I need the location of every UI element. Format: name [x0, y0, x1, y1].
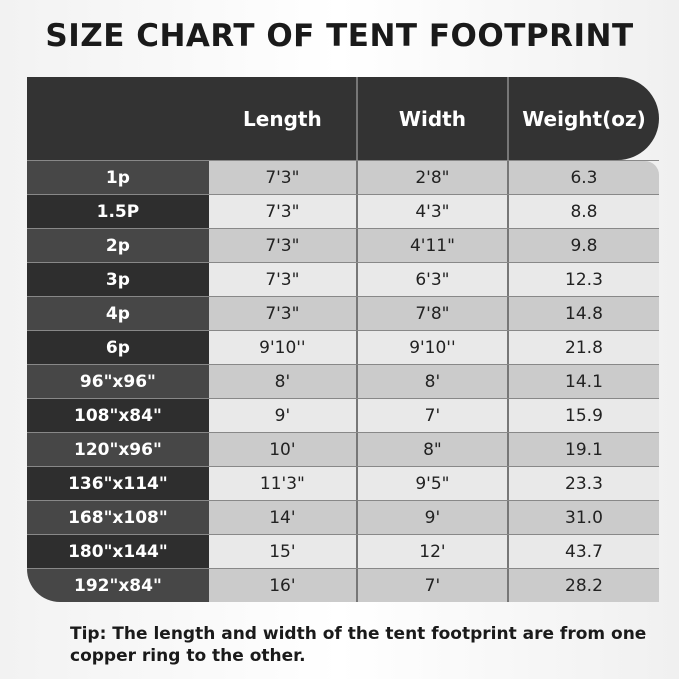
- length-cell: 15': [208, 535, 358, 568]
- table-row: 180"x144" 15' 12' 43.7: [27, 534, 659, 568]
- weight-cell: 8.8: [508, 195, 659, 228]
- weight-cell: 9.8: [508, 229, 659, 262]
- length-cell: 7'3": [208, 229, 358, 262]
- header-size: [27, 77, 209, 160]
- table-row: 192"x84" 16' 7' 28.2: [27, 568, 659, 602]
- width-cell: 2'8": [357, 161, 509, 194]
- table-row: 6p 9'10'' 9'10'' 21.8: [27, 330, 659, 364]
- width-cell: 8": [357, 433, 509, 466]
- length-cell: 16': [208, 569, 358, 602]
- table-row: 108"x84" 9' 7' 15.9: [27, 398, 659, 432]
- length-cell: 14': [208, 501, 358, 534]
- size-table: Length Width Weight(oz) 1p 7'3" 2'8" 6.3 1.5…: [27, 77, 659, 602]
- length-cell: 7'3": [208, 263, 358, 296]
- size-cell: 96"x96": [27, 365, 209, 398]
- size-cell: 4p: [27, 297, 209, 330]
- table-row: 2p 7'3" 4'11" 9.8: [27, 228, 659, 262]
- weight-cell: 15.9: [508, 399, 659, 432]
- width-cell: 7'8": [357, 297, 509, 330]
- weight-cell: 6.3: [508, 161, 659, 194]
- size-cell: 1.5P: [27, 195, 209, 228]
- weight-cell: 28.2: [508, 569, 659, 602]
- length-cell: 8': [208, 365, 358, 398]
- width-cell: 6'3": [357, 263, 509, 296]
- width-cell: 12': [357, 535, 509, 568]
- length-cell: 9': [208, 399, 358, 432]
- table-row: 96"x96" 8' 8' 14.1: [27, 364, 659, 398]
- length-cell: 7'3": [208, 161, 358, 194]
- weight-cell: 14.8: [508, 297, 659, 330]
- weight-cell: 21.8: [508, 331, 659, 364]
- weight-cell: 19.1: [508, 433, 659, 466]
- size-cell: 180"x144": [27, 535, 209, 568]
- length-cell: 7'3": [208, 297, 358, 330]
- header-length: Length: [209, 77, 358, 160]
- width-cell: 8': [357, 365, 509, 398]
- size-cell: 1p: [27, 161, 209, 194]
- width-cell: 7': [357, 569, 509, 602]
- width-cell: 9': [357, 501, 509, 534]
- length-cell: 9'10'': [208, 331, 358, 364]
- table-row: 168"x108" 14' 9' 31.0: [27, 500, 659, 534]
- weight-cell: 14.1: [508, 365, 659, 398]
- table-header: Length Width Weight(oz): [27, 77, 659, 160]
- table-row: 3p 7'3" 6'3" 12.3: [27, 262, 659, 296]
- weight-cell: 23.3: [508, 467, 659, 500]
- table-row: 136"x114" 11'3" 9'5" 23.3: [27, 466, 659, 500]
- size-cell: 2p: [27, 229, 209, 262]
- header-width: Width: [358, 77, 509, 160]
- width-cell: 4'11": [357, 229, 509, 262]
- length-cell: 10': [208, 433, 358, 466]
- size-cell: 120"x96": [27, 433, 209, 466]
- width-cell: 9'5": [357, 467, 509, 500]
- size-cell: 192"x84": [27, 569, 209, 602]
- header-weight: Weight(oz): [522, 106, 646, 131]
- weight-cell: 31.0: [508, 501, 659, 534]
- size-cell: 108"x84": [27, 399, 209, 432]
- tip-note: Tip: The length and width of the tent fo…: [70, 624, 647, 666]
- length-cell: 7'3": [208, 195, 358, 228]
- size-cell: 3p: [27, 263, 209, 296]
- width-cell: 4'3": [357, 195, 509, 228]
- size-cell: 6p: [27, 331, 209, 364]
- length-cell: 11'3": [208, 467, 358, 500]
- weight-cell: 43.7: [508, 535, 659, 568]
- table-row: 120"x96" 10' 8" 19.1: [27, 432, 659, 466]
- width-cell: 9'10'': [357, 331, 509, 364]
- table-row: 4p 7'3" 7'8" 14.8: [27, 296, 659, 330]
- size-cell: 136"x114": [27, 467, 209, 500]
- page-title: SIZE CHART OF TENT FOOTPRINT: [45, 18, 634, 54]
- weight-cell: 12.3: [508, 263, 659, 296]
- width-cell: 7': [357, 399, 509, 432]
- table-row: 1.5P 7'3" 4'3" 8.8: [27, 194, 659, 228]
- size-cell: 168"x108": [27, 501, 209, 534]
- table-row: 1p 7'3" 2'8" 6.3: [27, 160, 659, 194]
